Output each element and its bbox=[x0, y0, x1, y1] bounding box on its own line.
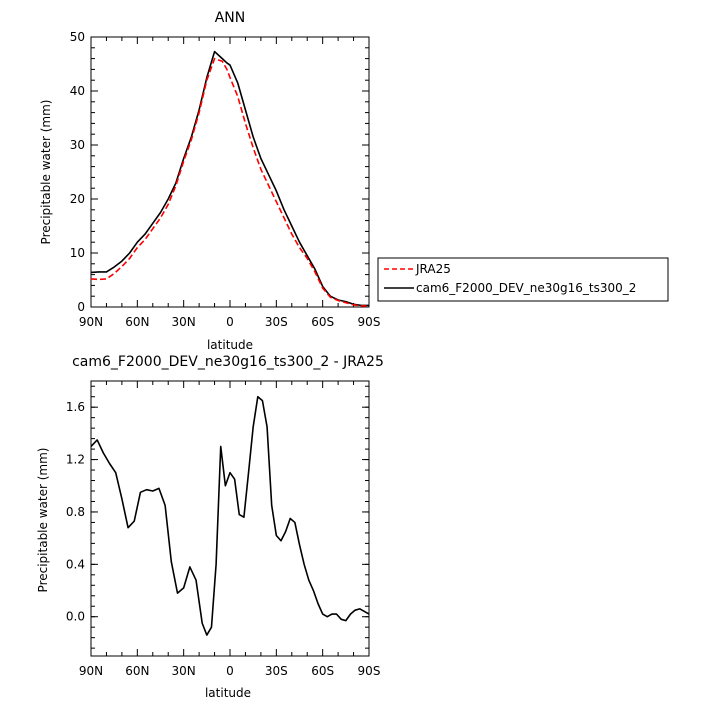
y-tick-label: 1.2 bbox=[66, 453, 85, 467]
y-tick-label: 50 bbox=[70, 30, 85, 44]
bottom-chart-title: cam6_F2000_DEV_ne30g16_ts300_2 - JRA25 bbox=[72, 354, 384, 370]
top-x-axis: 90N 60N 30N 0 30S 60S 90S bbox=[79, 37, 381, 329]
top-y-axis-label: Precipitable water (mm) bbox=[39, 100, 53, 245]
y-tick-label: 30 bbox=[70, 138, 85, 152]
bottom-series-group bbox=[90, 395, 370, 636]
bottom-x-axis: 90N 60N 30N 0 30S 60S 90S bbox=[79, 381, 381, 678]
x-tick-label: 30N bbox=[172, 315, 196, 329]
top-series-group bbox=[90, 50, 369, 307]
y-tick-label: 0.4 bbox=[66, 557, 85, 571]
legend: JRA25 cam6_F2000_DEV_ne30g16_ts300_2 bbox=[377, 257, 669, 302]
x-tick-label: 90S bbox=[358, 315, 381, 329]
series-line-jra25 bbox=[90, 57, 369, 307]
y-tick-label: 0.0 bbox=[66, 610, 85, 624]
x-tick-label: 60S bbox=[311, 315, 334, 329]
x-tick-label: 60N bbox=[125, 315, 149, 329]
y-tick-label: 20 bbox=[70, 192, 85, 206]
bottom-panel: cam6_F2000_DEV_ne30g16_ts300_2 - JRA25 0… bbox=[36, 354, 384, 700]
legend-label-jra25: JRA25 bbox=[415, 262, 451, 276]
x-tick-label: 90N bbox=[79, 664, 103, 678]
x-tick-label: 60S bbox=[311, 664, 334, 678]
x-tick-label: 0 bbox=[226, 664, 234, 678]
legend-label-cam6: cam6_F2000_DEV_ne30g16_ts300_2 bbox=[416, 281, 636, 295]
bottom-y-axis-label: Precipitable water (mm) bbox=[36, 448, 50, 593]
y-tick-label: 40 bbox=[70, 84, 85, 98]
top-y-axis: 0 10 20 30 40 50 bbox=[70, 30, 369, 314]
top-chart-title: ANN bbox=[215, 10, 246, 26]
y-tick-label: 1.6 bbox=[66, 400, 85, 414]
x-tick-label: 30S bbox=[265, 315, 288, 329]
bottom-plot-frame bbox=[90, 380, 370, 657]
x-tick-label: 60N bbox=[125, 664, 149, 678]
x-tick-label: 90N bbox=[79, 315, 103, 329]
y-tick-label: 10 bbox=[70, 246, 85, 260]
series-line-difference bbox=[90, 395, 370, 636]
x-tick-label: 30S bbox=[265, 664, 288, 678]
x-tick-label: 0 bbox=[226, 315, 234, 329]
bottom-y-axis: 0.0 0.4 0.8 1.2 1.6 bbox=[66, 385, 369, 649]
series-line-cam6-f2000-dev-ne30g16-ts300-2 bbox=[90, 50, 369, 307]
y-tick-label: 0 bbox=[77, 300, 85, 314]
top-panel: ANN 0 10 20 30 40 50 90N 60N 30N 0 30S 60S 90S lati… bbox=[39, 10, 380, 352]
y-tick-label: 0.8 bbox=[66, 505, 85, 519]
x-tick-label: 90S bbox=[358, 664, 381, 678]
x-tick-label: 30N bbox=[172, 664, 196, 678]
top-x-axis-label: latitude bbox=[207, 338, 253, 352]
bottom-x-axis-label: latitude bbox=[205, 686, 251, 700]
legend-box bbox=[377, 257, 669, 302]
